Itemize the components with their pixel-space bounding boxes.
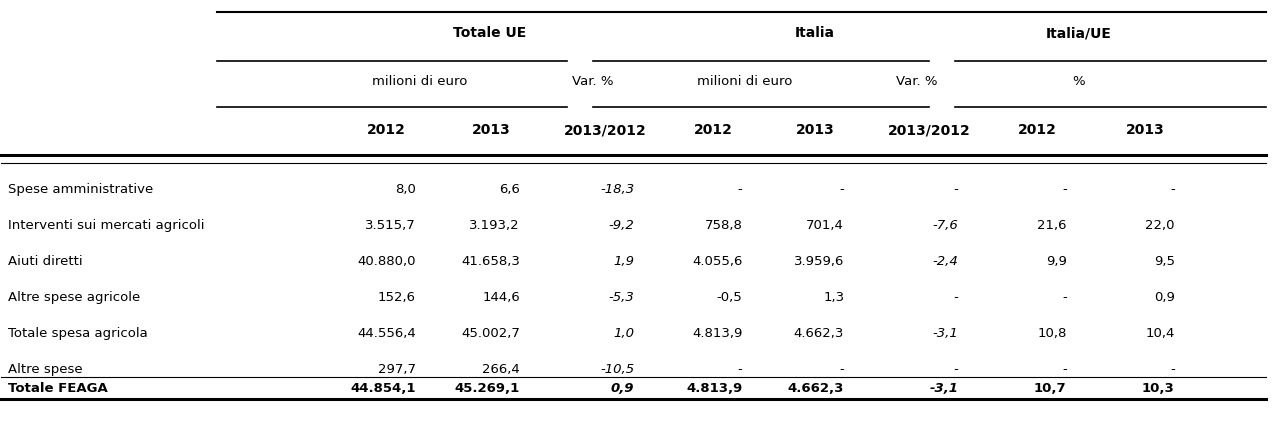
Text: 4.813,9: 4.813,9 xyxy=(687,382,743,395)
Text: 10,4: 10,4 xyxy=(1145,327,1175,340)
Text: -: - xyxy=(1063,183,1066,196)
Text: Totale spesa agricola: Totale spesa agricola xyxy=(8,327,148,340)
Text: Totale UE: Totale UE xyxy=(454,26,526,40)
Text: -: - xyxy=(954,291,958,304)
Text: 10,7: 10,7 xyxy=(1034,382,1066,395)
Text: 0,9: 0,9 xyxy=(1154,291,1175,304)
Text: 6,6: 6,6 xyxy=(499,183,520,196)
Text: Var. %: Var. % xyxy=(572,75,613,88)
Text: 0,9: 0,9 xyxy=(612,382,634,395)
Text: 2013/2012: 2013/2012 xyxy=(564,124,647,138)
Text: 45.002,7: 45.002,7 xyxy=(461,327,520,340)
Text: Aiuti diretti: Aiuti diretti xyxy=(8,255,83,268)
Text: 44.556,4: 44.556,4 xyxy=(357,327,415,340)
Text: -5,3: -5,3 xyxy=(609,291,634,304)
Text: -: - xyxy=(738,183,743,196)
Text: 266,4: 266,4 xyxy=(483,363,520,376)
Text: Altre spese: Altre spese xyxy=(8,363,83,376)
Text: 40.880,0: 40.880,0 xyxy=(357,255,415,268)
Text: 1,3: 1,3 xyxy=(823,291,845,304)
Text: 4.055,6: 4.055,6 xyxy=(692,255,743,268)
Text: 2013: 2013 xyxy=(1126,124,1164,138)
Text: -0,5: -0,5 xyxy=(717,291,743,304)
Text: 2012: 2012 xyxy=(1018,124,1057,138)
Text: Altre spese agricole: Altre spese agricole xyxy=(8,291,140,304)
Text: -: - xyxy=(954,183,958,196)
Text: Italia/UE: Italia/UE xyxy=(1046,26,1112,40)
Text: -3,1: -3,1 xyxy=(933,327,958,340)
Text: -10,5: -10,5 xyxy=(600,363,634,376)
Text: 41.658,3: 41.658,3 xyxy=(461,255,520,268)
Text: Totale FEAGA: Totale FEAGA xyxy=(8,382,107,395)
Text: 1,0: 1,0 xyxy=(614,327,634,340)
Text: %: % xyxy=(1073,75,1085,88)
Text: 297,7: 297,7 xyxy=(378,363,415,376)
Text: 8,0: 8,0 xyxy=(395,183,415,196)
Text: 4.662,3: 4.662,3 xyxy=(787,382,845,395)
Text: -: - xyxy=(840,183,845,196)
Text: 2013: 2013 xyxy=(471,124,510,138)
Text: 701,4: 701,4 xyxy=(806,219,845,232)
Text: 144,6: 144,6 xyxy=(483,291,520,304)
Text: 2013/2012: 2013/2012 xyxy=(888,124,971,138)
Text: 10,3: 10,3 xyxy=(1142,382,1175,395)
Text: -: - xyxy=(738,363,743,376)
Text: 152,6: 152,6 xyxy=(378,291,415,304)
Text: -2,4: -2,4 xyxy=(933,255,958,268)
Text: Var. %: Var. % xyxy=(896,75,938,88)
Text: 758,8: 758,8 xyxy=(705,219,743,232)
Text: -7,6: -7,6 xyxy=(933,219,958,232)
Text: 9,9: 9,9 xyxy=(1046,255,1066,268)
Text: 22,0: 22,0 xyxy=(1145,219,1175,232)
Text: 2012: 2012 xyxy=(367,124,406,138)
Text: Spese amministrative: Spese amministrative xyxy=(8,183,153,196)
Text: -: - xyxy=(1170,363,1175,376)
Text: -: - xyxy=(840,363,845,376)
Text: 4.662,3: 4.662,3 xyxy=(794,327,845,340)
Text: -: - xyxy=(1063,291,1066,304)
Text: 44.854,1: 44.854,1 xyxy=(350,382,415,395)
Text: -: - xyxy=(1063,363,1066,376)
Text: 3.193,2: 3.193,2 xyxy=(469,219,520,232)
Text: 2012: 2012 xyxy=(694,124,733,138)
Text: milioni di euro: milioni di euro xyxy=(372,75,468,88)
Text: 21,6: 21,6 xyxy=(1037,219,1066,232)
Text: 1,9: 1,9 xyxy=(614,255,634,268)
Text: Interventi sui mercati agricoli: Interventi sui mercati agricoli xyxy=(8,219,204,232)
Text: -18,3: -18,3 xyxy=(600,183,634,196)
Text: 3.515,7: 3.515,7 xyxy=(366,219,415,232)
Text: Italia: Italia xyxy=(795,26,834,40)
Text: 9,5: 9,5 xyxy=(1154,255,1175,268)
Text: 10,8: 10,8 xyxy=(1037,327,1066,340)
Text: 2013: 2013 xyxy=(795,124,834,138)
Text: -: - xyxy=(1170,183,1175,196)
Text: -: - xyxy=(954,363,958,376)
Text: milioni di euro: milioni di euro xyxy=(697,75,792,88)
Text: 4.813,9: 4.813,9 xyxy=(692,327,743,340)
Text: 3.959,6: 3.959,6 xyxy=(794,255,845,268)
Text: -9,2: -9,2 xyxy=(609,219,634,232)
Text: 45.269,1: 45.269,1 xyxy=(455,382,520,395)
Text: -3,1: -3,1 xyxy=(930,382,958,395)
